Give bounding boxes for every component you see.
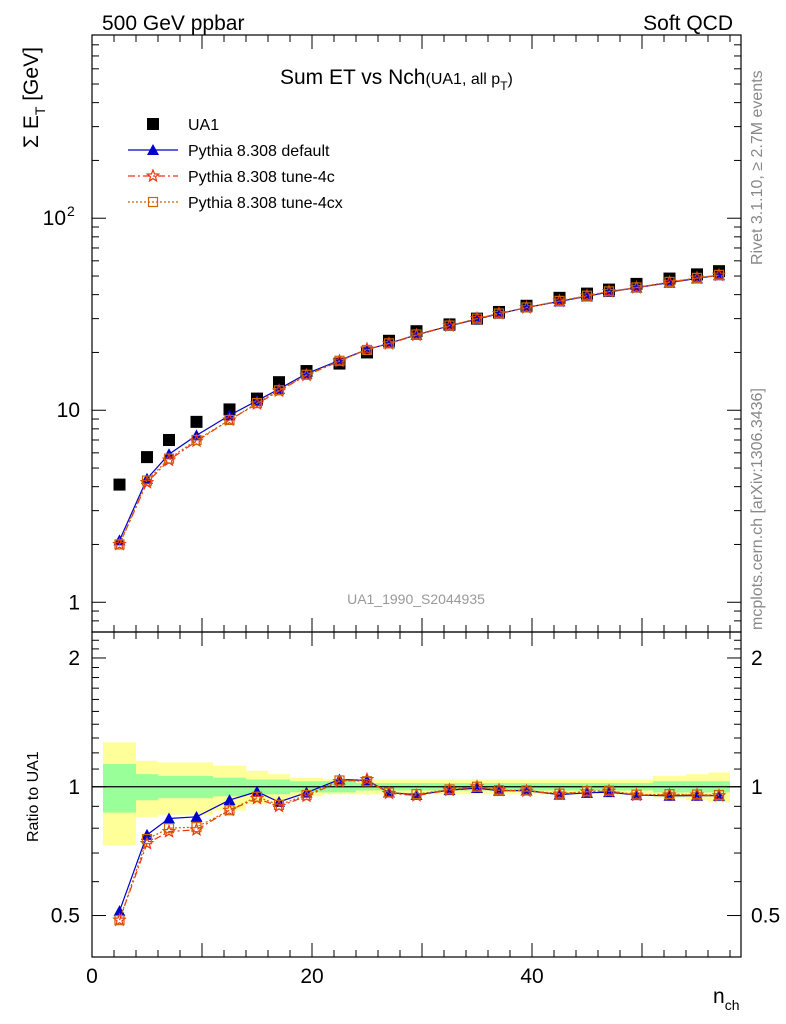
ratio-point-opensquare [521,785,532,796]
ratio-point-opensquare [471,781,483,792]
series-point-opensquare [471,313,483,324]
ratio-y-tick-label-right: 1 [751,776,763,799]
ratio-point-opensquare [493,785,505,796]
ratio-point-opensquare [224,805,235,816]
ratio-point-opensquare [631,789,642,800]
series-point-opensquare [493,308,505,319]
series-point-opensquare [631,282,642,293]
main-panel [112,265,727,551]
series-point-opensquare [224,414,235,426]
series-line-opensquare [118,274,720,545]
ratio-point-triangle [113,905,126,917]
header-left: 500 GeV ppbar [102,12,244,35]
mcplots-label: mcplots.cern.ch [arXiv:1306.3436] [749,388,766,630]
legend-marker [147,144,159,155]
y-tick-label-exponent: 2 [67,203,75,219]
x-tick-label: 40 [520,965,543,988]
series-point-opensquare [603,286,615,297]
series-point-opensquare [664,276,675,288]
y-tick-label: 1 [68,591,80,614]
ratio-y-tick-label: 1 [68,776,80,799]
series-point-opensquare [383,338,395,349]
ratio-point-opensquare [273,799,285,810]
series-point-opensquare [554,295,565,307]
series-point-opensquare [691,272,703,283]
x-axis-label: nch [713,985,739,1013]
ratio-y-tick-label: 0.5 [51,905,80,928]
header-right: Soft QCD [643,12,733,35]
series-point-triangle [251,394,263,406]
rivet-label: Rivet 3.1.10, ≥ 2.7M events [749,70,766,265]
ratio-point-opensquare [141,834,153,845]
ratio-point-triangle [190,810,203,822]
ratio-point-opensquare [361,776,373,787]
legend-marker [147,118,159,130]
x-tick-label: 20 [300,965,323,988]
ua1-data-point [113,478,126,491]
series-point-opensquare [191,434,202,446]
ratio-point-triangle [163,812,175,824]
legend-label: Pythia 8.308 tune-4cx [188,195,343,212]
ratio-point-opensquare [191,822,202,833]
ratio-point-opensquare [334,775,345,786]
ratio-band-inner [103,764,136,813]
series-point-opensquare [301,369,312,380]
analysis-watermark: UA1_1990_S2044935 [347,591,485,607]
legend-marker [147,196,159,208]
legend-marker [145,168,161,183]
ratio-point-opensquare [251,791,263,802]
y-axis-label: Σ ET [GeV] [20,47,48,148]
ratio-point-triangle [223,794,236,806]
chart-title: Sum ET vs Nch(UA1, all pT) [280,66,513,93]
series-line-triangle [118,274,720,541]
series-point-opensquare [334,355,345,366]
series-point-opensquare [141,475,153,486]
ratio-frame [91,631,742,958]
series-point-opensquare [361,344,373,356]
ratio-line-opensquare [118,779,720,921]
y-tick-label: 10 [57,399,80,422]
ratio-point-opensquare [664,789,675,800]
ratio-point-opensquare [603,785,615,796]
ratio-point-opensquare [411,788,422,800]
ratio-point-opensquare [163,823,175,834]
ratio-panel [92,771,741,927]
ratio-point-opensquare [581,786,593,797]
series-point-opensquare [581,290,593,301]
series-point-opensquare [444,320,455,331]
ratio-y-tick-label-right: 2 [751,647,763,670]
ratio-point-opensquare [713,789,725,801]
ratio-y-tick-label: 2 [68,647,80,670]
ua1-data-point [273,376,285,389]
series-point-opensquare [713,269,725,280]
ratio-point-opensquare [554,788,565,799]
series-point-opensquare [273,385,285,396]
ratio-point-opensquare [691,789,703,800]
series-line-star [118,274,720,545]
ratio-point-opensquare [383,787,395,798]
x-tick-label: 0 [86,965,98,988]
ua1-data-point [141,451,153,464]
ratio-point-opensquare [114,915,125,926]
y-tick-label: 10 [43,207,66,230]
ratio-y-axis-label: Ratio to UA1 [25,751,42,842]
series-point-opensquare [411,329,422,340]
ratio-y-tick-label-right: 0.5 [751,905,780,928]
ua1-data-point [190,415,203,428]
series-point-opensquare [114,539,125,550]
ua1-data-point [163,433,175,446]
legend-label: UA1 [188,117,219,134]
series-point-opensquare [251,397,263,409]
series-point-opensquare [521,302,532,313]
legend-label: Pythia 8.308 default [188,143,330,160]
ratio-point-opensquare [444,784,455,795]
legend: UA1 Pythia 8.308 default Pythia 8.308 tune… [128,117,343,212]
series-point-opensquare [163,453,175,464]
legend-label: Pythia 8.308 tune-4c [188,169,335,186]
ratio-point-opensquare [301,789,312,801]
